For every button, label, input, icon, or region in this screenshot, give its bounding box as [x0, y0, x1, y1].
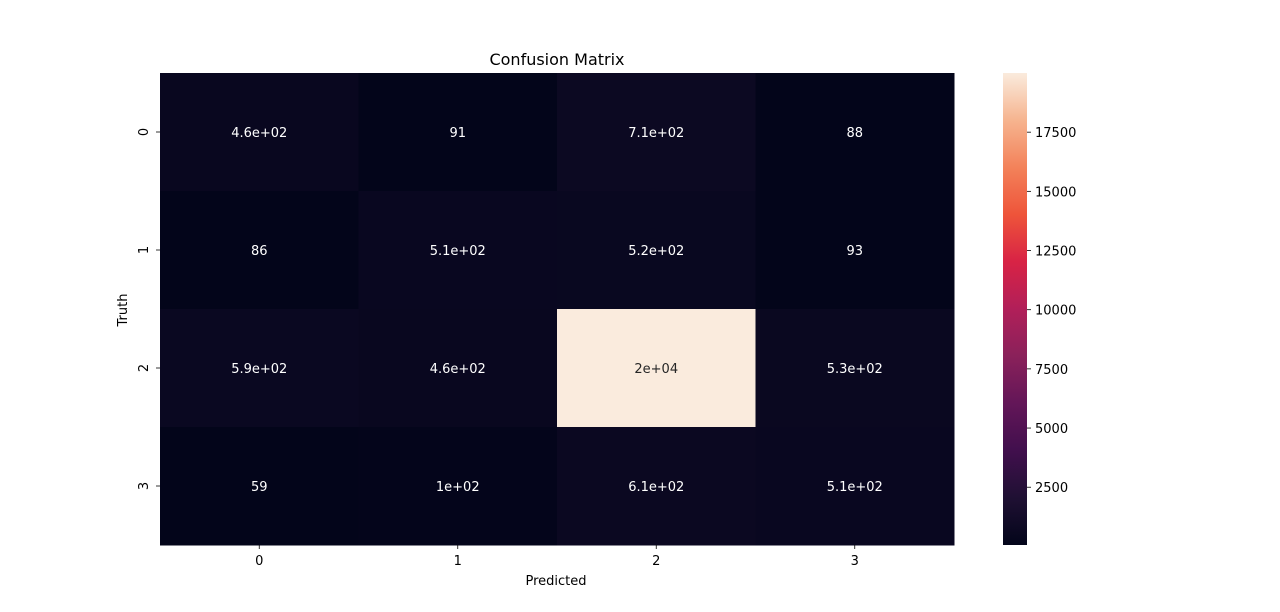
x-axis-label: Predicted: [525, 574, 586, 589]
heatmap-cell: [358, 427, 558, 546]
cell-annotation: 88: [846, 126, 863, 141]
x-tick-label: 1: [454, 554, 462, 569]
colorbar-tick-label: 12500: [1035, 245, 1076, 260]
y-tick-label: 1: [137, 246, 152, 254]
heatmap-cell: [557, 73, 756, 192]
colorbar: [1003, 73, 1027, 545]
colorbar-ticks: 2500 5000 7500 10000 12500 15000 17500: [1027, 126, 1076, 496]
y-tick-label: 2: [137, 364, 152, 372]
cell-annotation: 4.6e+02: [231, 126, 287, 141]
heatmap-cell: [755, 427, 955, 546]
cell-annotation: 93: [846, 244, 863, 259]
y-axis-ticks: 0 1 2 3: [137, 128, 160, 490]
x-tick-label: 2: [652, 554, 660, 569]
heatmap-cell: [557, 427, 756, 546]
heatmap-cell: [358, 309, 558, 428]
heatmap-cell: [160, 73, 359, 192]
heatmap-cell: [160, 427, 359, 546]
cell-annotation: 5.3e+02: [827, 362, 883, 377]
x-tick-label: 3: [851, 554, 859, 569]
colorbar-tick-label: 17500: [1035, 126, 1076, 141]
heatmap-cell: [160, 309, 359, 428]
cell-annotation: 7.1e+02: [628, 126, 684, 141]
cell-annotation: 5.1e+02: [827, 480, 883, 495]
cell-annotation: 91: [449, 126, 466, 141]
colorbar-tick-label: 10000: [1035, 304, 1076, 319]
cell-annotation: 59: [251, 480, 268, 495]
heatmap-cell: [755, 191, 955, 310]
colorbar-tick-label: 2500: [1035, 481, 1068, 496]
cell-annotation: 5.9e+02: [231, 362, 287, 377]
cell-annotation: 5.1e+02: [430, 244, 486, 259]
colorbar-tick-label: 15000: [1035, 185, 1076, 200]
cell-annotation: 6.1e+02: [628, 480, 684, 495]
heatmap-cell: [358, 191, 558, 310]
chart-title: Confusion Matrix: [489, 50, 624, 69]
x-tick-label: 0: [255, 554, 263, 569]
colorbar-tick-label: 7500: [1035, 363, 1068, 378]
cell-annotation: 86: [251, 244, 268, 259]
cell-annotation: 4.6e+02: [430, 362, 486, 377]
cell-annotation: 5.2e+02: [628, 244, 684, 259]
y-tick-label: 3: [137, 482, 152, 490]
heatmap-cells: [160, 73, 955, 546]
cell-annotation: 1e+02: [436, 480, 480, 495]
heatmap-cell: [755, 73, 955, 192]
y-axis-label: Truth: [116, 294, 131, 328]
cell-annotations: 4.6e+02 91 7.1e+02 88 86 5.1e+02 5.2e+02 93 5.9e…: [231, 126, 883, 495]
y-tick-label: 0: [137, 128, 152, 136]
heatmap-cell: [557, 191, 756, 310]
cell-annotation: 2e+04: [634, 362, 678, 377]
colorbar-tick-label: 5000: [1035, 422, 1068, 437]
heatmap-cell: [358, 73, 558, 192]
heatmap-cell: [160, 191, 359, 310]
x-axis-ticks: 0 1 2 3: [255, 545, 859, 569]
heatmap-cell: [557, 309, 756, 428]
heatmap-cell: [755, 309, 955, 428]
